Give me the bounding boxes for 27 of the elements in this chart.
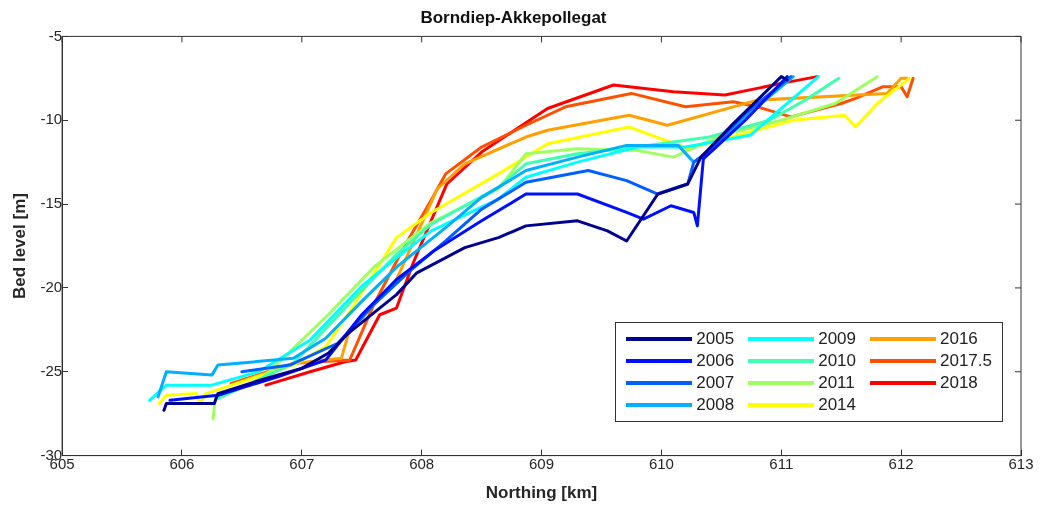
y-tick-label: -15: [40, 194, 63, 212]
legend-label: 2017.5: [940, 351, 992, 371]
legend-label: 2009: [818, 329, 856, 349]
legend-label: 2014: [818, 395, 856, 415]
y-axis-title: Bed level [m]: [9, 193, 29, 299]
x-tick-label: 611: [769, 454, 794, 472]
y-tick-label: -20: [40, 278, 63, 296]
legend-label: 2010: [818, 351, 856, 371]
legend-label: 2005: [696, 329, 735, 349]
legend-label: 2006: [696, 351, 735, 371]
x-tick-label: 612: [888, 454, 914, 472]
legend-label: 2008: [696, 395, 735, 415]
x-tick-label: 608: [409, 454, 435, 472]
legend-label: 2011: [818, 373, 855, 393]
chart-title: Borndiep-Akkepollegat: [420, 7, 607, 27]
y-tick-label: -25: [40, 361, 63, 379]
y-tick-label: -10: [40, 110, 63, 128]
x-tick-label: 609: [529, 454, 555, 472]
x-tick-label: 610: [648, 454, 674, 472]
legend-label: 2007: [696, 373, 735, 393]
x-tick-label: 607: [289, 454, 315, 472]
y-tick-label: -5: [48, 26, 63, 44]
x-axis-title: Northing [km]: [485, 483, 598, 503]
x-tick-label: 613: [1008, 454, 1034, 472]
x-tick-label: 606: [169, 454, 195, 472]
legend-label: 2018: [940, 373, 978, 393]
legend-label: 2016: [940, 329, 978, 349]
